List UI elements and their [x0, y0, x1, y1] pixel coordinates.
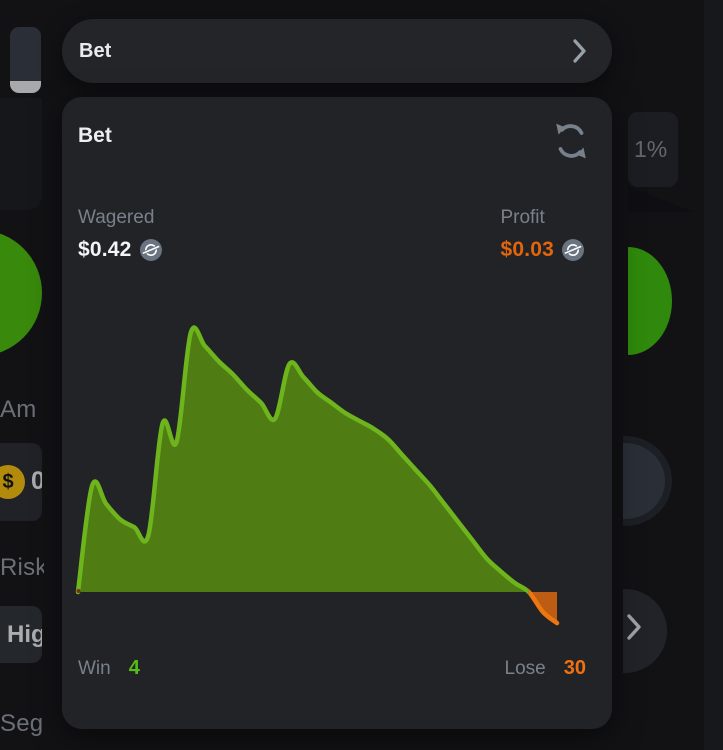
wagered-value: $0.42 [78, 238, 132, 261]
chevron-right-icon [627, 614, 641, 640]
reset-stats-button[interactable] [550, 121, 592, 163]
lose-stat: Lose 30 [505, 657, 586, 680]
win-label: Win [78, 658, 111, 679]
lose-label: Lose [504, 658, 546, 679]
refresh-icon [556, 123, 586, 159]
panel-title: Bet [78, 124, 112, 147]
right-panel-edge [704, 0, 723, 750]
chance-tooltip: 1% [628, 112, 678, 187]
chevron-right-icon [573, 39, 586, 63]
stats-row: Wagered $0.42 Profit $0.03 [78, 207, 584, 262]
risk-high-button[interactable]: Hig [0, 606, 42, 663]
amount-label: Am [0, 396, 37, 423]
profit-label: Profit [500, 207, 545, 228]
amount-input[interactable]: $ 0 [0, 443, 42, 521]
profit-area-chart [75, 325, 560, 626]
bet-row[interactable]: Bet [62, 19, 612, 83]
dollar-symbol: $ [2, 470, 14, 493]
right-background-column: 1% [623, 0, 723, 750]
win-lose-row: Win 4 Lose 30 [78, 657, 586, 680]
chart-start-marker [76, 589, 81, 593]
stellar-coin-icon [562, 239, 584, 261]
profit-stat: Profit $0.03 [500, 207, 584, 262]
win-count: 4 [128, 657, 140, 679]
risk-label: Risk [0, 554, 44, 581]
lose-count: 30 [563, 657, 586, 679]
toggle-track [10, 27, 41, 81]
profit-value: $0.03 [500, 238, 554, 261]
wagered-stat: Wagered $0.42 [78, 207, 162, 262]
vertical-toggle[interactable] [10, 27, 41, 93]
win-stat: Win 4 [78, 657, 140, 680]
toggle-thumb [10, 81, 41, 93]
amount-value: 0 [31, 467, 42, 495]
stellar-coin-icon [139, 239, 162, 261]
bet-row-label: Bet [79, 39, 112, 62]
wagered-label: Wagered [78, 207, 155, 228]
segments-label: Seg [0, 710, 44, 737]
left-panel-corner [0, 98, 42, 210]
bet-stats-panel: Bet Wagered $0.42 [62, 97, 612, 729]
chance-value: 1% [634, 136, 668, 162]
